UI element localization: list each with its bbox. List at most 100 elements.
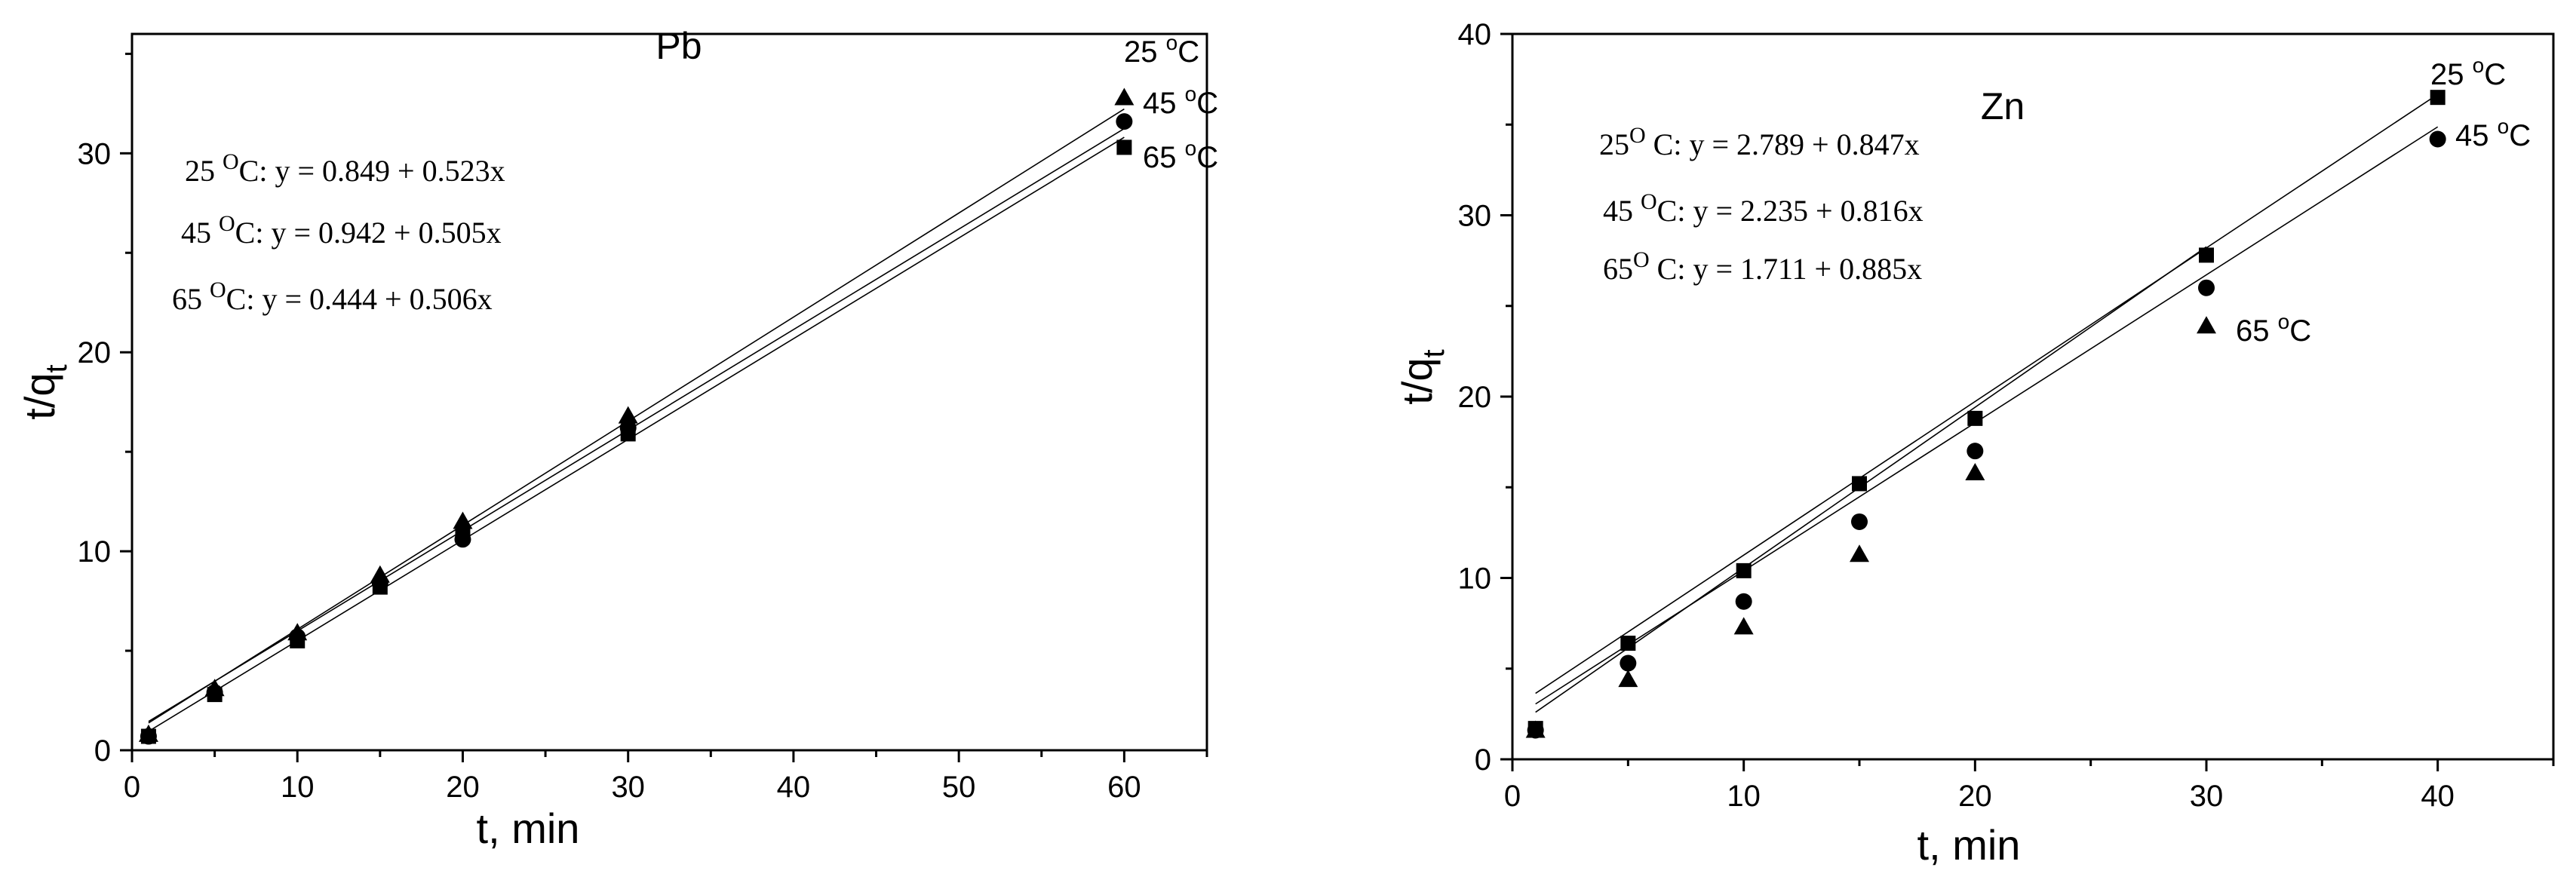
- equation-text: C: y = 2.235 + 0.816x: [1657, 194, 1924, 228]
- data-point: [2430, 90, 2446, 106]
- equation-temperature: 45: [181, 216, 219, 250]
- data-point: [372, 579, 388, 595]
- equation-temperature: 65: [1603, 252, 1633, 286]
- x-tick-label: 50: [942, 771, 976, 804]
- data-point: [455, 526, 471, 541]
- data-point: [453, 511, 473, 529]
- series-label: 45 oC: [1143, 82, 1218, 120]
- y-axis-title-sub: t: [1417, 349, 1451, 357]
- y-tick-label: 20: [78, 336, 112, 369]
- x-tick-label: 60: [1107, 771, 1141, 804]
- data-point: [2199, 247, 2214, 263]
- equation-text: C: y = 0.942 + 0.505x: [235, 216, 502, 250]
- x-tick-label: 20: [446, 771, 480, 804]
- fit-line: [1535, 93, 2439, 694]
- series-65-c: [1525, 246, 2216, 738]
- y-tick-label: 30: [78, 137, 112, 170]
- series-label-value: 25: [2430, 58, 2473, 91]
- equation-text: C: y = 0.849 + 0.523x: [239, 154, 505, 188]
- fit-equation: 45 OC: y = 2.235 + 0.816x: [1603, 189, 1924, 228]
- y-axis-title-sub: t: [40, 364, 73, 372]
- y-axis-title: t/qt: [1393, 349, 1451, 404]
- fit-equation: 65 OC: y = 0.444 + 0.506x: [172, 277, 493, 316]
- data-point: [2198, 279, 2215, 296]
- equation-text: C: y = 1.711 + 0.885x: [1650, 252, 1922, 286]
- data-point: [620, 426, 636, 442]
- equation-temperature: 25: [185, 154, 223, 188]
- data-point: [290, 633, 305, 648]
- series-label: 65 oC: [1143, 136, 1218, 174]
- data-point: [1620, 654, 1637, 672]
- series-65-c: [140, 136, 1132, 744]
- series-label-degree: o: [1185, 136, 1197, 160]
- series-label: 65 oC: [2236, 310, 2311, 348]
- equation-degree: O: [223, 149, 239, 174]
- data-point: [1850, 544, 1869, 562]
- equation-degree: O: [1629, 123, 1646, 148]
- x-tick-label: 10: [281, 771, 315, 804]
- equation-degree: O: [219, 211, 235, 236]
- data-point: [1735, 593, 1752, 610]
- data-point: [1967, 410, 1983, 426]
- series-label-value: 65: [1143, 141, 1185, 174]
- data-point: [1618, 670, 1638, 688]
- x-tick-label: 0: [124, 771, 140, 804]
- x-tick-label: 40: [2421, 780, 2455, 813]
- series-label-unit: C: [2509, 119, 2531, 152]
- fit-line: [148, 127, 1125, 722]
- x-axis-title: t, min: [1917, 821, 2021, 869]
- series-label-degree: o: [1166, 31, 1178, 54]
- y-tick-label: 0: [94, 734, 111, 768]
- series-label: 25 oC: [2430, 54, 2506, 91]
- series-25-c: [1527, 90, 2446, 737]
- data-point: [2429, 130, 2446, 148]
- y-axis-title-base: t/q: [16, 372, 63, 419]
- y-tick-label: 40: [1458, 18, 1492, 51]
- fit-equation: 45 OC: y = 0.942 + 0.505x: [181, 211, 502, 250]
- data-point: [1852, 476, 1867, 492]
- x-tick-label: 40: [777, 771, 811, 804]
- equation-text: C: y = 0.444 + 0.506x: [226, 282, 493, 316]
- series-label-value: 45: [2455, 119, 2498, 152]
- data-point: [207, 687, 223, 703]
- equation-degree: O: [1641, 189, 1657, 214]
- fit-line: [148, 136, 1125, 732]
- equation-degree: O: [1633, 247, 1650, 272]
- series-label: 45 oC: [2455, 115, 2531, 152]
- equation-temperature: 65: [172, 282, 210, 316]
- y-tick-label: 10: [78, 535, 112, 569]
- series-label-degree: o: [2498, 115, 2510, 138]
- series-label-degree: o: [2473, 54, 2485, 77]
- data-point: [618, 406, 638, 424]
- equation-temperature: 25: [1599, 127, 1629, 161]
- fit-line: [148, 108, 1125, 724]
- series-label-unit: C: [2289, 314, 2311, 348]
- series-label-degree: o: [1185, 82, 1197, 106]
- series-label-value: 25: [1124, 35, 1166, 69]
- equation-text: C: y = 2.789 + 0.847x: [1646, 127, 1920, 161]
- data-point: [1967, 443, 1984, 460]
- series-label-unit: C: [1196, 141, 1218, 174]
- y-tick-label: 0: [1475, 743, 1491, 777]
- x-tick-label: 30: [611, 771, 645, 804]
- series-label-unit: C: [1177, 35, 1199, 69]
- series-label-value: 65: [2236, 314, 2278, 348]
- data-point: [1965, 463, 1985, 481]
- equation-temperature: 45: [1603, 194, 1641, 228]
- x-tick-label: 10: [1727, 780, 1761, 813]
- series-label-unit: C: [2484, 58, 2506, 91]
- x-tick-label: 20: [1958, 780, 1992, 813]
- data-point: [1733, 617, 1754, 635]
- fit-equation: 25 OC: y = 0.849 + 0.523x: [185, 149, 505, 188]
- series-45-c: [140, 113, 1133, 745]
- y-tick-label: 30: [1458, 200, 1492, 233]
- y-tick-label: 20: [1458, 381, 1492, 414]
- y-axis-title: t/qt: [16, 364, 73, 419]
- data-point: [140, 728, 156, 744]
- series-label-degree: o: [2278, 310, 2290, 333]
- data-point: [1851, 513, 1868, 530]
- plot-frame: [130, 32, 1208, 752]
